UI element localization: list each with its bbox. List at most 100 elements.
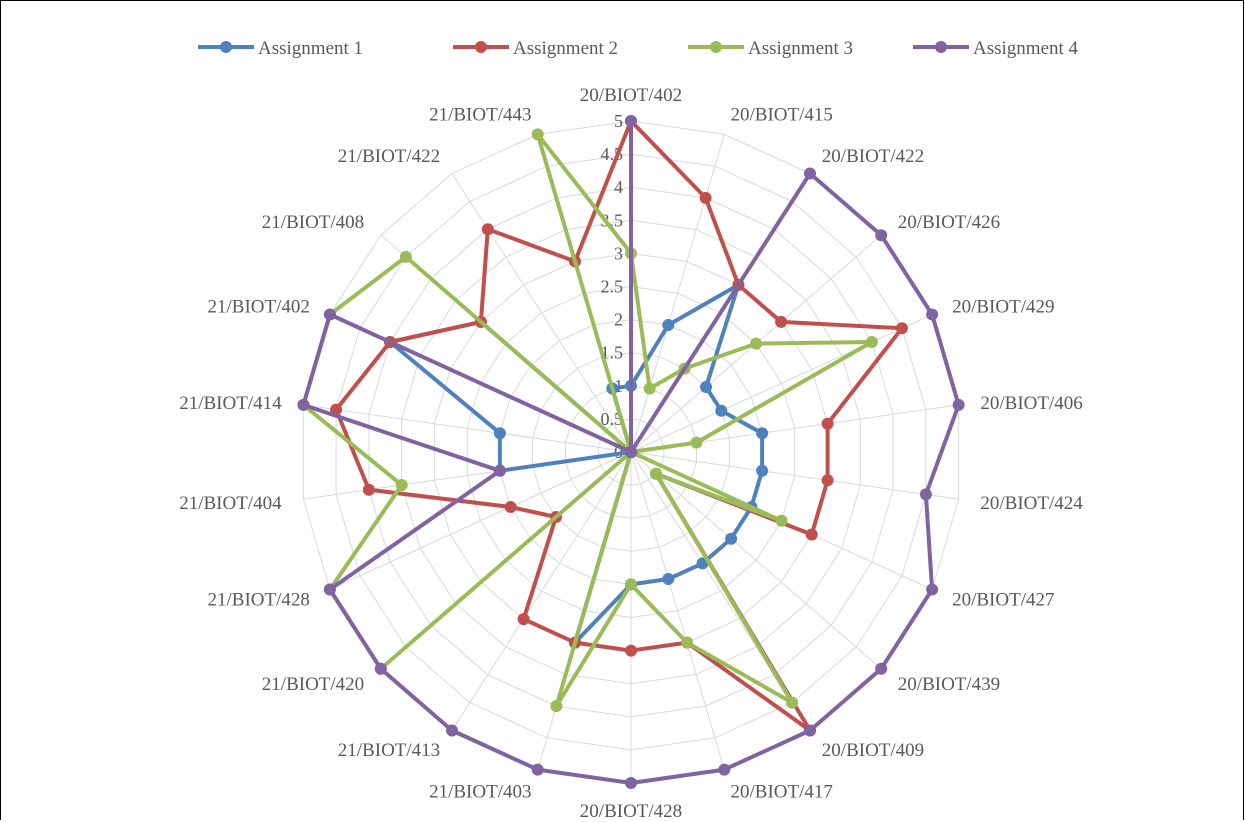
axis-tick-label: 2 bbox=[614, 310, 623, 330]
data-point bbox=[662, 319, 675, 331]
data-point bbox=[681, 636, 693, 649]
category-label: 20/BIOT/422 bbox=[822, 146, 924, 167]
data-point bbox=[875, 662, 888, 675]
series-3 bbox=[297, 128, 878, 713]
data-point bbox=[896, 322, 908, 335]
grid-spoke bbox=[329, 451, 632, 590]
category-label: 20/BIOT/427 bbox=[952, 590, 1054, 611]
data-point bbox=[718, 763, 731, 776]
data-point bbox=[517, 613, 530, 626]
data-point bbox=[374, 662, 387, 675]
data-point bbox=[919, 488, 932, 501]
category-label: 20/BIOT/417 bbox=[731, 782, 833, 803]
data-point bbox=[625, 578, 637, 591]
data-series bbox=[297, 115, 965, 789]
grid-spoke bbox=[451, 173, 632, 453]
data-point bbox=[926, 308, 939, 321]
grid-spoke bbox=[630, 451, 882, 670]
legend-entry: Assignment 2 bbox=[453, 38, 618, 59]
data-point bbox=[775, 315, 788, 328]
data-point bbox=[395, 479, 408, 491]
data-point bbox=[625, 644, 637, 657]
category-label: 21/BIOT/443 bbox=[429, 104, 531, 125]
legend-marker bbox=[710, 41, 722, 53]
category-label: 21/BIOT/413 bbox=[338, 740, 440, 761]
data-point bbox=[323, 583, 336, 596]
data-point bbox=[504, 501, 517, 513]
axis-tick-label: 4 bbox=[614, 177, 623, 197]
data-point bbox=[750, 337, 763, 350]
legend-label: Assignment 1 bbox=[258, 38, 363, 59]
data-point bbox=[550, 700, 563, 713]
legend-label: Assignment 2 bbox=[513, 38, 618, 59]
axis-tick-label: 5 bbox=[614, 111, 623, 131]
grid-spoke bbox=[630, 451, 725, 770]
category-label: 21/BIOT/414 bbox=[179, 393, 282, 414]
data-point bbox=[297, 398, 310, 411]
data-point bbox=[690, 436, 703, 449]
category-label: 21/BIOT/428 bbox=[208, 590, 310, 611]
category-label: 21/BIOT/404 bbox=[179, 493, 282, 514]
data-point bbox=[399, 250, 412, 263]
data-point bbox=[625, 446, 637, 458]
category-label: 20/BIOT/415 bbox=[731, 104, 833, 125]
data-point bbox=[330, 403, 343, 416]
category-labels: 20/BIOT/402 20/BIOT/415 20/BIOT/422 20/BIOT… bbox=[179, 85, 1083, 822]
data-point bbox=[650, 467, 662, 480]
grid-spoke bbox=[303, 404, 632, 453]
data-point bbox=[821, 474, 834, 487]
data-point bbox=[643, 382, 656, 395]
grid-spoke bbox=[630, 314, 933, 453]
category-label: 21/BIOT/402 bbox=[208, 296, 310, 317]
legend-label: Assignment 4 bbox=[973, 38, 1079, 59]
grid-spoke bbox=[630, 451, 959, 500]
legend-marker bbox=[220, 41, 232, 53]
data-point bbox=[804, 167, 816, 180]
data-point bbox=[952, 398, 965, 411]
data-point bbox=[875, 229, 888, 242]
axis-tick-label: 1.5 bbox=[601, 343, 624, 363]
category-label: 21/BIOT/422 bbox=[338, 146, 440, 167]
data-point bbox=[804, 724, 816, 737]
data-point bbox=[625, 115, 637, 127]
data-point bbox=[756, 427, 769, 440]
data-point bbox=[662, 573, 675, 585]
category-label: 20/BIOT/424 bbox=[980, 493, 1083, 514]
legend-marker bbox=[935, 41, 947, 53]
legend-entry: Assignment 1 bbox=[198, 38, 363, 59]
data-point bbox=[700, 381, 712, 393]
data-point bbox=[805, 528, 818, 541]
grid-spoke bbox=[630, 134, 725, 453]
legend-entry: Assignment 3 bbox=[688, 38, 853, 59]
data-point bbox=[725, 532, 738, 545]
data-point bbox=[865, 336, 878, 348]
axis-tick-label: 2.5 bbox=[601, 277, 624, 297]
category-label: 20/BIOT/429 bbox=[952, 296, 1054, 317]
axis-tick-label: 0.5 bbox=[601, 409, 624, 429]
data-point bbox=[625, 777, 637, 789]
data-point bbox=[446, 724, 458, 737]
category-label: 20/BIOT/409 bbox=[822, 740, 924, 761]
data-point bbox=[362, 483, 375, 496]
category-label: 20/BIOT/402 bbox=[580, 85, 682, 106]
data-point bbox=[821, 417, 834, 430]
axis-tick-label: 3 bbox=[614, 243, 623, 263]
data-point bbox=[481, 223, 494, 236]
category-label: 20/BIOT/439 bbox=[898, 674, 1000, 695]
axis-tick-label: 3.5 bbox=[601, 210, 624, 230]
data-point bbox=[493, 427, 506, 440]
legend: Assignment 1 Assignment 2 Assignment 3 Assi… bbox=[198, 38, 1079, 59]
data-point bbox=[926, 583, 939, 596]
data-point bbox=[493, 464, 506, 477]
data-point bbox=[531, 763, 544, 776]
category-label: 21/BIOT/403 bbox=[429, 782, 531, 803]
category-label: 20/BIOT/428 bbox=[580, 801, 682, 822]
data-point bbox=[323, 308, 336, 321]
legend-entry: Assignment 4 bbox=[913, 38, 1079, 59]
category-label: 21/BIOT/408 bbox=[262, 212, 364, 233]
data-point bbox=[775, 514, 788, 527]
data-point bbox=[756, 464, 769, 477]
category-label: 20/BIOT/406 bbox=[980, 393, 1082, 414]
